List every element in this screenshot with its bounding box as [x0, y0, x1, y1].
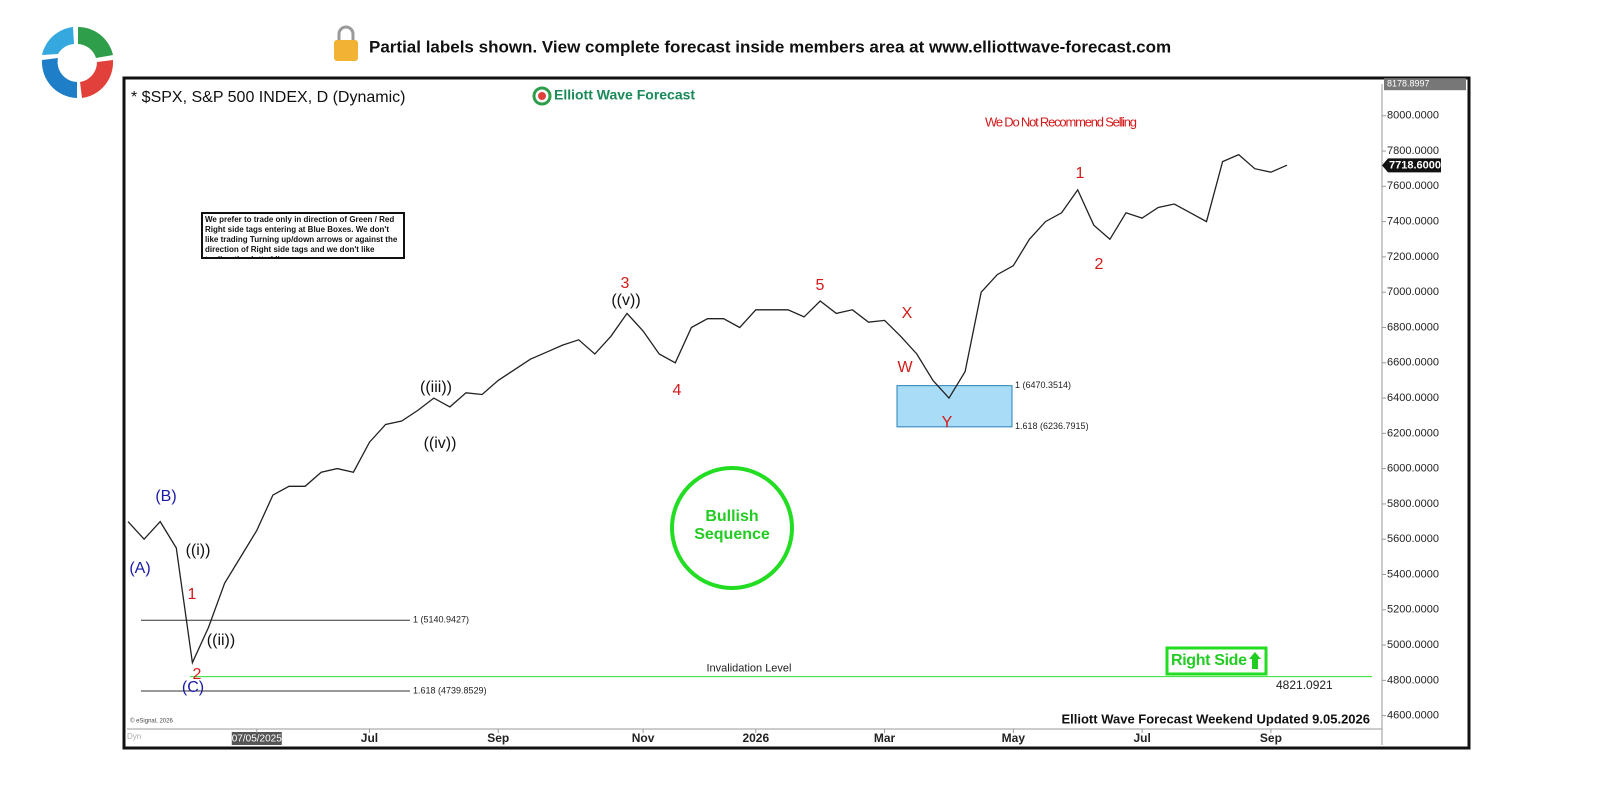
y-tick-label: 7800.0000	[1387, 145, 1439, 157]
wave-label: Y	[942, 414, 953, 431]
y-tick-label: 5400.0000	[1387, 568, 1439, 580]
high-tag: 8178.8997	[1387, 79, 1430, 89]
wave-label: ((ii))	[207, 632, 235, 649]
copyright: © eSignal, 2026	[130, 718, 173, 725]
y-tick-label: 6000.0000	[1387, 463, 1439, 475]
y-tick-label: 7000.0000	[1387, 286, 1439, 298]
x-tick-label: May	[1002, 731, 1026, 745]
price-line	[127, 153, 1288, 665]
wave-label: ((iii))	[420, 379, 452, 396]
x-tick-label: Jul	[361, 731, 378, 745]
wave-label: ((iv))	[424, 435, 457, 452]
y-tick-label: 5800.0000	[1387, 498, 1439, 510]
y-tick-label: 8000.0000	[1387, 110, 1439, 122]
chart-title: * $SPX, S&P 500 INDEX, D (Dynamic)	[131, 89, 405, 106]
y-tick-label: 6400.0000	[1387, 392, 1439, 404]
site-logo	[41, 27, 114, 98]
x-tick-label: Sep	[487, 731, 509, 745]
y-tick-label: 4600.0000	[1387, 710, 1439, 722]
x-tick-label: Jul	[1133, 731, 1150, 745]
y-tick-label: 5200.0000	[1387, 604, 1439, 616]
x-tick-label: 2026	[742, 731, 769, 745]
y-tick-label: 5000.0000	[1387, 639, 1439, 651]
wave-label: 2	[193, 666, 202, 683]
note-box: We prefer to trade only in direction of …	[201, 212, 405, 259]
right-side-arrow	[1249, 652, 1261, 669]
right-side-box	[1165, 646, 1268, 676]
target-box	[896, 385, 1013, 428]
badge-text: Sequence	[694, 526, 770, 543]
wave-label: ((v))	[611, 292, 640, 309]
y-tick-label: 5600.0000	[1387, 533, 1439, 545]
chart-frame	[122, 76, 1471, 750]
x-tick-label: 07/05/2025	[232, 734, 282, 745]
y-tick-label: 6800.0000	[1387, 321, 1439, 333]
y-tick-label: 6200.0000	[1387, 427, 1439, 439]
x-tick-label: Nov	[632, 731, 655, 745]
invalidation-value: 4821.0921	[1276, 678, 1333, 692]
wave-label: 3	[621, 275, 630, 292]
header-text: Partial labels shown. View complete fore…	[369, 37, 1171, 56]
warning: We Do Not Recommend Selling	[985, 114, 1137, 129]
badge-text: Bullish	[705, 508, 758, 525]
fib-label: 1 (5140.9427)	[413, 615, 469, 625]
lock-icon	[334, 25, 358, 61]
y-tick-label: 7400.0000	[1387, 216, 1439, 228]
wave-label: 5	[816, 277, 825, 294]
high-tag-bg	[1384, 78, 1466, 91]
y-tick-label: 7600.0000	[1387, 180, 1439, 192]
invalidation-label: Invalidation Level	[706, 663, 791, 675]
y-tick-label: 4800.0000	[1387, 674, 1439, 686]
wave-label: 4	[673, 382, 682, 399]
wave-label: (B)	[155, 488, 176, 505]
wave-label: (A)	[129, 560, 150, 577]
fib-label: 1.618 (4739.8529)	[413, 685, 487, 695]
y-tick-label: 6600.0000	[1387, 357, 1439, 369]
last-price-label: 7718.6000	[1389, 159, 1441, 171]
x-label-highlight	[231, 732, 282, 745]
wave-label: W	[897, 359, 913, 376]
y-tick-label: 7200.0000	[1387, 251, 1439, 263]
dyn-label: Dyn	[127, 732, 141, 741]
right-side-text: Right Side	[1171, 652, 1247, 669]
wave-label: 1	[1076, 165, 1085, 182]
x-tick-label: Mar	[874, 731, 896, 745]
wave-label: 2	[1095, 256, 1104, 273]
brand: Elliott Wave Forecast	[554, 87, 695, 103]
wave-label: ((i))	[186, 542, 211, 559]
wave-label: (C)	[182, 679, 204, 696]
wave-label: 1	[188, 586, 197, 603]
footer: Elliott Wave Forecast Weekend Updated 9.…	[1061, 711, 1370, 726]
brand-logo	[532, 86, 552, 106]
fib-label: 1.618 (6236.7915)	[1015, 421, 1089, 431]
last-price-tag	[1382, 158, 1441, 173]
fib-label: 1 (6470.3514)	[1015, 380, 1071, 390]
wave-label: X	[902, 305, 913, 322]
x-tick-label: Sep	[1260, 731, 1282, 745]
badge-circle	[670, 466, 794, 590]
